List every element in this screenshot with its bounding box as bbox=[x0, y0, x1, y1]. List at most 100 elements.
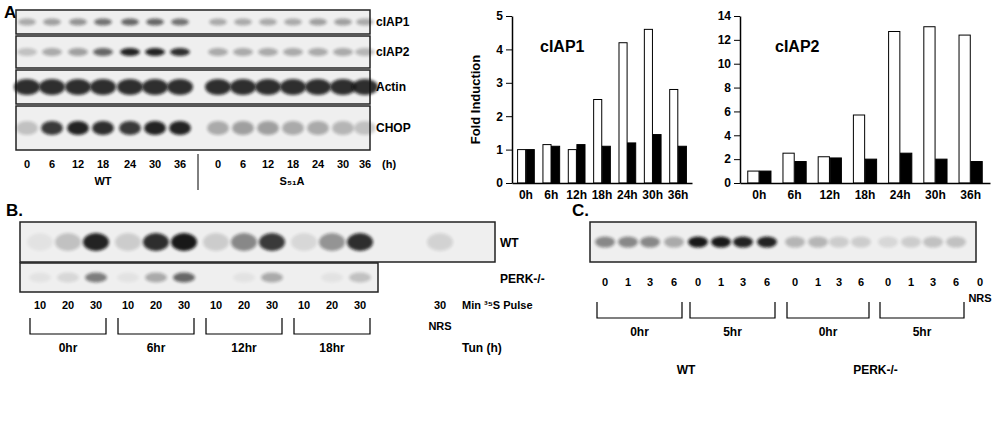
bracket bbox=[118, 318, 194, 334]
blot-band bbox=[640, 237, 660, 248]
lane-label: 1 bbox=[625, 276, 631, 288]
blot-band bbox=[309, 19, 327, 26]
bar bbox=[795, 162, 806, 183]
blot bbox=[16, 10, 374, 34]
lane-label: 10 bbox=[210, 299, 222, 311]
tick-label: 0 bbox=[724, 176, 731, 190]
tick-label: 12h bbox=[819, 188, 840, 202]
y-axis: 02468101214 bbox=[718, 9, 741, 190]
tick: 24h bbox=[617, 183, 638, 202]
tick-label: 12 bbox=[718, 33, 732, 47]
tick: 14 bbox=[718, 9, 740, 23]
blot-band bbox=[115, 233, 141, 251]
blot-band bbox=[355, 48, 375, 56]
bar bbox=[628, 143, 636, 183]
bar bbox=[594, 100, 602, 184]
blot-band bbox=[280, 79, 306, 95]
blot-band bbox=[145, 48, 165, 56]
group-label: 18hr bbox=[319, 341, 345, 355]
blot-band bbox=[233, 273, 255, 283]
blot-band bbox=[307, 121, 329, 135]
blot-band bbox=[946, 237, 966, 248]
blot-band bbox=[829, 237, 849, 248]
bracket bbox=[30, 318, 106, 334]
blot-band bbox=[117, 273, 139, 283]
control-label: NRS bbox=[968, 292, 991, 304]
bar bbox=[748, 171, 759, 183]
tick: 6h bbox=[788, 183, 802, 202]
row-label: CHOP bbox=[376, 121, 411, 135]
lane-label: 12 bbox=[72, 158, 84, 170]
blot-band bbox=[291, 233, 317, 251]
blot-band bbox=[305, 79, 331, 95]
lane-label: 20 bbox=[238, 299, 250, 311]
blot-band bbox=[42, 48, 62, 56]
blot bbox=[14, 70, 378, 104]
blot-band bbox=[29, 273, 51, 283]
tick-mark bbox=[734, 183, 740, 184]
bar bbox=[853, 115, 864, 183]
lane-label: 6 bbox=[953, 276, 959, 288]
caption: Min ³⁵S Pulse bbox=[462, 299, 533, 311]
bar-chart: 024681012140h6h12h18h24h30h36hcIAP2 bbox=[718, 9, 991, 201]
tick: 4 bbox=[496, 43, 512, 57]
tick-mark bbox=[734, 111, 740, 112]
blot-frame bbox=[16, 106, 370, 150]
panel-a: A.cIAP1cIAP2ActinCHOP0612182430360612182… bbox=[4, 3, 411, 190]
lane-label: 36 bbox=[359, 158, 371, 170]
tick: 30h bbox=[925, 183, 946, 202]
panel-c: C.013601360136013600hr5hr0hr5hrNRSWTPERK… bbox=[572, 201, 992, 377]
lane-label: 1 bbox=[718, 276, 724, 288]
bar bbox=[971, 162, 982, 183]
tick: 0 bbox=[496, 176, 512, 190]
blot-band bbox=[142, 79, 168, 95]
tick: 1 bbox=[496, 143, 512, 157]
tick-label: 3 bbox=[496, 76, 503, 90]
lane-label: 1 bbox=[908, 276, 914, 288]
blot-band bbox=[69, 19, 87, 26]
lane-label: 0 bbox=[695, 276, 701, 288]
lane-label: 0 bbox=[792, 276, 798, 288]
lane-label: 6 bbox=[49, 158, 55, 170]
lane-label: 0 bbox=[602, 276, 608, 288]
blot-band bbox=[230, 79, 256, 95]
tick-mark bbox=[734, 135, 740, 136]
blot-band bbox=[93, 48, 113, 56]
y-axis: 012345 bbox=[496, 9, 512, 190]
lane-label: 20 bbox=[326, 299, 338, 311]
bar bbox=[670, 89, 678, 183]
bracket bbox=[880, 302, 964, 318]
group-label: 0hr bbox=[630, 325, 649, 339]
bracket bbox=[787, 302, 869, 318]
blot-band bbox=[170, 48, 190, 56]
tick-mark bbox=[506, 116, 512, 117]
panel-b: B.WTPERK-/-10203010203010203010203030Min… bbox=[6, 201, 545, 355]
blot-band bbox=[207, 121, 229, 135]
bar bbox=[619, 43, 627, 183]
lane-label: 30 bbox=[434, 299, 446, 311]
blot-band bbox=[173, 273, 195, 283]
lane-label: 3 bbox=[647, 276, 653, 288]
row-label: PERK-/- bbox=[500, 272, 545, 286]
blot-band bbox=[119, 121, 141, 135]
tick-label: 12h bbox=[566, 188, 587, 202]
bar bbox=[818, 157, 829, 183]
blot-band bbox=[232, 121, 254, 135]
blot-band bbox=[923, 237, 943, 248]
tick: 10 bbox=[718, 57, 740, 71]
blot-band bbox=[208, 48, 228, 56]
group-label: 12hr bbox=[231, 341, 257, 355]
tick: 36h bbox=[960, 183, 981, 202]
blot-frame bbox=[16, 10, 370, 34]
group-label: 0hr bbox=[819, 325, 838, 339]
bar bbox=[678, 146, 686, 183]
blot-band bbox=[878, 237, 898, 248]
blot-band bbox=[261, 273, 283, 283]
row-label: cIAP1 bbox=[376, 15, 410, 29]
tick-label: 18h bbox=[855, 188, 876, 202]
tick-label: 30h bbox=[642, 188, 663, 202]
blot-band bbox=[171, 233, 197, 251]
lane-label: 30 bbox=[354, 299, 366, 311]
group-label: 5hr bbox=[913, 325, 932, 339]
lane-label: 30 bbox=[178, 299, 190, 311]
